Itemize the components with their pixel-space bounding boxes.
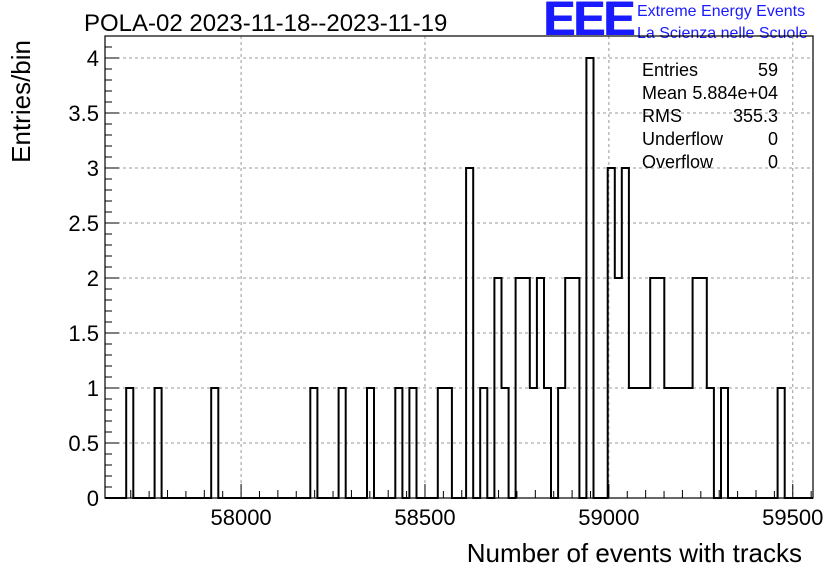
histogram-bin	[494, 278, 501, 498]
x-axis-label: Number of events with tracks	[467, 538, 802, 568]
histogram-bin	[565, 278, 572, 498]
y-tick-label: 1	[87, 376, 99, 401]
histogram-bin	[516, 278, 523, 498]
histogram-bin	[445, 388, 452, 498]
histogram-bin	[622, 168, 629, 498]
stats-mean-value: 5.884e+04	[692, 83, 778, 103]
histogram-bin	[544, 388, 551, 498]
x-tick-label: 59000	[578, 505, 639, 530]
y-tick-label: 2.5	[68, 211, 99, 236]
histogram-bin	[608, 168, 615, 498]
stats-rms-value: 355.3	[732, 106, 778, 126]
histogram-bin	[629, 388, 636, 498]
histogram-bin	[523, 278, 530, 498]
y-tick-label: 0.5	[68, 431, 99, 456]
histogram-bin	[466, 168, 473, 498]
stats-underflow-value: 0	[767, 129, 778, 149]
histogram-bin	[537, 278, 544, 498]
histogram-bin	[707, 388, 714, 498]
y-tick-label: 3.5	[68, 101, 99, 126]
histogram-bin	[657, 278, 664, 498]
histogram-bin	[664, 388, 671, 498]
stats-underflow-label: Underflow	[642, 129, 724, 149]
histogram-bin	[530, 388, 537, 498]
histogram-bin	[615, 278, 622, 498]
histogram-bin	[409, 388, 416, 498]
histogram-bin	[572, 278, 579, 498]
histogram-bin	[367, 388, 374, 498]
stats-overflow-value: 0	[767, 152, 778, 172]
histogram-bin	[693, 278, 700, 498]
histogram-bin	[671, 388, 678, 498]
axis-layer: 58000 58500 59000 59500 0 0.5 1 1.5 2 2.5 3 3.5 4	[68, 35, 823, 530]
histogram-bin	[686, 388, 693, 498]
stats-overflow-label: Overflow	[642, 152, 714, 172]
histogram-bin	[558, 388, 565, 498]
y-tick-label: 1.5	[68, 321, 99, 346]
histogram-bin	[636, 388, 643, 498]
logo-line-1: Extreme Energy Events	[637, 3, 806, 20]
histogram-bin	[395, 388, 402, 498]
histogram-bin	[700, 278, 707, 498]
histogram-bin	[778, 388, 785, 498]
y-axis-label: Entries/bin	[6, 40, 36, 163]
histogram-bin	[155, 388, 162, 498]
histogram-bin	[721, 388, 728, 498]
stats-mean-label: Mean	[642, 83, 688, 103]
y-tick-label: 4	[87, 46, 99, 71]
stats-entries-value: 59	[757, 60, 778, 80]
histogram-bin	[586, 58, 593, 498]
histogram-bin	[310, 388, 317, 498]
histogram-bin	[126, 388, 133, 498]
histogram-bin	[650, 278, 657, 498]
y-tick-label: 2	[87, 266, 99, 291]
histogram-bin	[643, 388, 650, 498]
histogram-bin	[211, 388, 218, 498]
x-tick-label: 58500	[394, 505, 455, 530]
y-tick-label: 0	[87, 486, 99, 511]
chart-title: POLA-02 2023-11-18--2023-11-19	[84, 10, 448, 37]
stats-entries-label: Entries	[642, 60, 699, 80]
stats-rms-label: RMS	[642, 106, 682, 126]
logo-line-2: La Scienza nelle Scuole	[637, 25, 808, 42]
x-tick-label: 58000	[210, 505, 271, 530]
y-tick-label: 3	[87, 156, 99, 181]
histogram-bin	[339, 388, 346, 498]
x-tick-label: 59500	[762, 505, 823, 530]
histogram-bin	[480, 388, 487, 498]
histogram-bin	[678, 388, 685, 498]
histogram-bin	[438, 388, 445, 498]
grid-layer	[105, 36, 813, 498]
histogram-bin	[501, 388, 508, 498]
